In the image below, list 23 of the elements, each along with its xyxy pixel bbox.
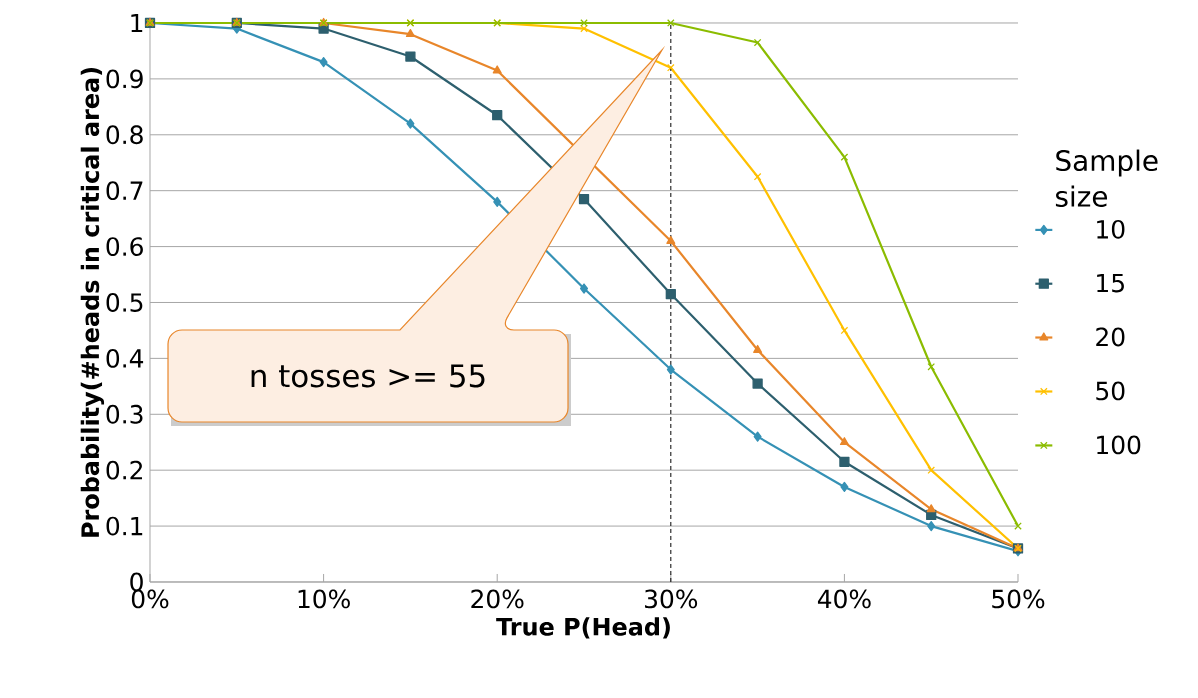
x-tick-label: 50% — [992, 589, 1045, 609]
x-axis-title: True P(Head) — [496, 617, 670, 639]
y-tick-label: 0.3 — [106, 404, 143, 424]
legend-label: 15 — [1097, 273, 1124, 293]
x-tick-label: 40% — [817, 589, 871, 609]
y-tick-label: 0.1 — [106, 516, 143, 536]
y-tick-label: 0.7 — [106, 181, 143, 201]
y-tick-label: 1 — [131, 13, 143, 33]
x-tick-label: 10% — [298, 589, 350, 609]
legend-title: Sample size — [1055, 149, 1158, 207]
y-tick-label: 0.8 — [106, 125, 143, 145]
x-tick-label: 30% — [645, 589, 698, 609]
y-tick-label: 0.6 — [106, 237, 143, 257]
y-tick-label: 0.5 — [106, 293, 143, 312]
y-tick-label: 0.4 — [106, 348, 144, 368]
legend-label: 10 — [1097, 219, 1125, 239]
y-axis-title: Probability(#heads in critical area) — [80, 67, 105, 537]
y-tick-label: 0.9 — [106, 69, 143, 89]
x-tick-label: 20% — [471, 589, 524, 609]
legend-label: 100 — [1097, 435, 1141, 455]
legend-label: 20 — [1096, 327, 1125, 347]
y-tick-label: 0.2 — [106, 460, 142, 480]
legend-label: 50 — [1096, 381, 1125, 401]
